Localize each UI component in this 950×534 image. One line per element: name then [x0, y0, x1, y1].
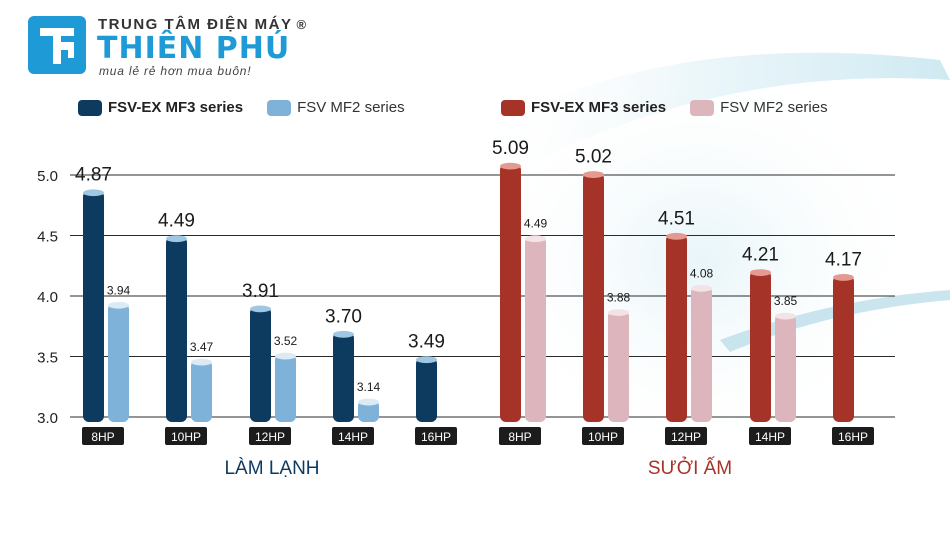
data-label: 3.70 — [325, 306, 362, 327]
data-label: 5.02 — [575, 147, 612, 168]
data-label: 4.08 — [690, 266, 714, 280]
bar — [775, 314, 796, 422]
legend-label: FSV-EX MF3 series — [108, 99, 244, 116]
bar — [583, 172, 604, 422]
category-label: 16HP — [838, 430, 868, 444]
data-label: 3.91 — [242, 281, 279, 302]
category-tag — [415, 427, 457, 445]
bar-cap — [358, 398, 379, 406]
bar-cap — [191, 358, 212, 366]
data-label: 4.51 — [658, 208, 695, 229]
legend-cooling: FSV-EX MF3 series FSV MF2 series — [78, 99, 429, 116]
category-tag — [832, 427, 874, 445]
legend-label: FSV MF2 series — [720, 99, 828, 116]
y-tick-label: 4.5 — [37, 229, 58, 246]
y-tick-label: 4.0 — [37, 289, 58, 306]
category-label: 12HP — [255, 430, 285, 444]
bar — [691, 286, 712, 422]
bar — [416, 357, 437, 422]
category-label: 16HP — [421, 430, 451, 444]
legend-label: FSV MF2 series — [297, 99, 405, 116]
brand-slogan: mua lẻ rẻ hơn mua buôn! — [99, 64, 252, 78]
bar-cap — [525, 235, 546, 243]
legend-swatch — [690, 99, 715, 116]
category-label: 8HP — [508, 430, 531, 444]
data-label: 3.14 — [357, 380, 381, 394]
category-label: 8HP — [91, 430, 114, 444]
bar — [666, 234, 687, 422]
bar — [525, 236, 546, 422]
category-tag — [749, 427, 791, 445]
brand-tagline: TRUNG TÂM ĐIỆN MÁY ® — [98, 16, 308, 33]
bar — [83, 190, 104, 422]
category-tag — [665, 427, 707, 445]
brand-logo — [28, 16, 86, 74]
data-label: 3.47 — [190, 340, 214, 354]
y-tick-label: 3.0 — [37, 410, 58, 427]
bar-cap — [333, 330, 354, 338]
chart-title: SƯỞI ẤM — [648, 457, 732, 479]
bar-cap — [250, 305, 271, 313]
bar — [333, 332, 354, 422]
legend-swatch — [501, 99, 525, 116]
category-label: 12HP — [671, 430, 701, 444]
category-tag — [249, 427, 291, 445]
category-label: 14HP — [338, 430, 368, 444]
category-tag — [165, 427, 207, 445]
bar-cap — [416, 356, 437, 364]
bar-cap — [666, 232, 687, 240]
category-tag — [332, 427, 374, 445]
y-tick-label: 5.0 — [37, 168, 58, 185]
bar — [358, 400, 379, 422]
data-label: 3.94 — [107, 283, 131, 297]
bar-cap — [583, 171, 604, 178]
category-tag — [499, 427, 541, 445]
data-label: 4.49 — [158, 211, 195, 232]
legend-swatch — [267, 99, 292, 116]
data-label: 5.09 — [492, 138, 529, 159]
data-label: 3.88 — [607, 291, 631, 305]
bar — [166, 236, 187, 422]
bar-cap — [275, 352, 296, 360]
bar — [500, 164, 521, 423]
bar-cap — [833, 274, 854, 281]
data-label: 3.85 — [774, 294, 798, 308]
bar — [108, 303, 129, 422]
y-tick-label: 3.5 — [37, 350, 58, 367]
bar-cap — [108, 301, 129, 309]
brand-name: THIÊN PHÚ — [97, 31, 291, 66]
bar-cap — [691, 284, 712, 292]
category-tag — [582, 427, 624, 445]
bar-cap — [166, 235, 187, 243]
category-label: 10HP — [171, 430, 201, 444]
data-label: 4.17 — [825, 249, 862, 270]
category-label: 14HP — [755, 430, 785, 444]
chart-title: LÀM LẠNH — [224, 458, 319, 479]
category-label: 10HP — [588, 430, 618, 444]
bar — [750, 270, 771, 422]
category-tag — [82, 427, 124, 445]
bar-cap — [775, 312, 796, 320]
bar — [608, 310, 629, 422]
bar-cap — [608, 309, 629, 316]
bar-cap — [83, 189, 104, 197]
legend-swatch — [78, 99, 102, 116]
legend-label: FSV-EX MF3 series — [531, 99, 667, 116]
bar — [833, 275, 854, 422]
legend-heating: FSV-EX MF3 series FSV MF2 series — [501, 99, 852, 116]
bar-cap — [500, 162, 521, 170]
bar — [250, 306, 271, 422]
data-label: 3.52 — [274, 334, 298, 348]
bar — [275, 354, 296, 422]
data-label: 3.49 — [408, 332, 445, 353]
bar — [191, 360, 212, 422]
data-label: 4.49 — [524, 217, 548, 231]
bar-cap — [750, 269, 771, 276]
data-label: 4.87 — [75, 165, 112, 186]
data-label: 4.21 — [742, 245, 779, 266]
